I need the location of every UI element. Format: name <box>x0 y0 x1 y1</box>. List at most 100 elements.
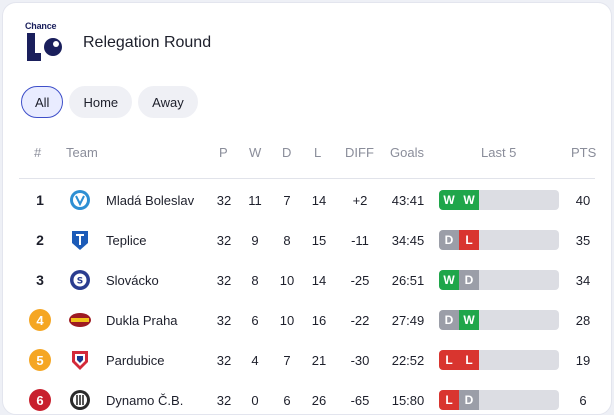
points-value: 35 <box>575 232 591 248</box>
form-result-loss: L <box>439 390 459 410</box>
tab-all[interactable]: All <box>21 86 64 118</box>
won-value: 8 <box>251 272 259 288</box>
form-result-loss: L <box>459 230 479 250</box>
diff-value: -22 <box>350 312 370 328</box>
col-header-lost: L <box>314 145 322 160</box>
goals-value: 27:49 <box>391 312 425 328</box>
col-header-played: P <box>219 145 228 160</box>
form-result-draw: D <box>439 310 459 330</box>
league-logo: Chance <box>25 21 63 65</box>
points-value: 28 <box>575 312 591 328</box>
rank-cell: 6 <box>27 380 53 414</box>
played-value: 32 <box>216 192 232 208</box>
mlada-boleslav-crest-icon <box>70 190 90 210</box>
rank-badge: 5 <box>29 349 51 371</box>
lost-value: 14 <box>311 192 327 208</box>
team-name[interactable]: Slovácko <box>106 272 159 288</box>
diff-value: -30 <box>350 352 370 368</box>
form-result-win: W <box>439 190 459 210</box>
diff-value: -25 <box>350 272 370 288</box>
team-name[interactable]: Pardubice <box>106 352 165 368</box>
drawn-value: 7 <box>283 352 291 368</box>
diff-value: -65 <box>350 392 370 408</box>
form-result-draw: D <box>439 230 459 250</box>
lost-value: 16 <box>311 312 327 328</box>
teplice-crest-icon <box>72 231 88 250</box>
crest-cell <box>67 180 93 220</box>
rank-cell: 2 <box>27 220 53 260</box>
goals-value: 22:52 <box>391 352 425 368</box>
won-value: 9 <box>251 232 259 248</box>
form-result-draw: D <box>459 270 479 290</box>
goals-value: 43:41 <box>391 192 425 208</box>
tab-home[interactable]: Home <box>69 86 133 118</box>
team-name[interactable]: Mladá Boleslav <box>106 192 195 208</box>
dynamo-cb-crest-icon <box>70 390 90 410</box>
lost-value: 21 <box>311 352 327 368</box>
col-header-diff: DIFF <box>345 145 374 160</box>
played-value: 32 <box>216 392 232 408</box>
rank-cell: 5 <box>27 340 53 380</box>
goals-value: 26:51 <box>391 272 425 288</box>
page-title: Relegation Round <box>83 34 212 51</box>
crest-cell <box>67 220 93 260</box>
svg-text:S: S <box>77 277 83 287</box>
drawn-value: 6 <box>283 392 291 408</box>
won-value: 4 <box>251 352 259 368</box>
team-name[interactable]: Dynamo Č.B. <box>106 392 184 408</box>
drawn-value: 10 <box>279 272 295 288</box>
played-value: 32 <box>216 352 232 368</box>
form-result-draw: D <box>459 390 479 410</box>
col-header-won: W <box>249 145 262 160</box>
team-name[interactable]: Dukla Praha <box>106 312 178 328</box>
league-logo-icon <box>27 33 62 61</box>
drawn-value: 8 <box>283 232 291 248</box>
tab-away[interactable]: Away <box>138 86 198 118</box>
goals-value: 15:80 <box>391 392 425 408</box>
header-divider <box>19 178 595 179</box>
lost-value: 14 <box>311 272 327 288</box>
slovacko-crest-icon: S <box>70 270 90 290</box>
filter-tabs: All Home Away <box>21 86 198 118</box>
col-header-goals: Goals <box>390 145 424 160</box>
drawn-value: 10 <box>279 312 295 328</box>
rank-number: 3 <box>36 272 44 288</box>
rank-cell: 1 <box>27 180 53 220</box>
col-header-team: Team <box>66 145 98 160</box>
col-header-points: PTS <box>571 145 597 160</box>
rank-badge: 6 <box>29 389 51 411</box>
diff-value: +2 <box>352 192 368 208</box>
form-result-win: W <box>459 190 479 210</box>
goals-value: 34:45 <box>391 232 425 248</box>
form-result-loss: L <box>439 350 459 370</box>
pardubice-crest-icon <box>72 351 88 370</box>
team-name[interactable]: Teplice <box>106 232 147 248</box>
points-value: 34 <box>575 272 591 288</box>
crest-cell <box>67 380 93 414</box>
form-result-win: W <box>439 270 459 290</box>
dukla-praha-crest-icon <box>69 313 91 327</box>
rank-number: 2 <box>36 232 44 248</box>
won-value: 6 <box>251 312 259 328</box>
crest-cell <box>67 300 93 340</box>
crest-cell <box>67 340 93 380</box>
rank-badge: 4 <box>29 309 51 331</box>
drawn-value: 7 <box>283 192 291 208</box>
logo-text: Chance <box>25 21 57 31</box>
played-value: 32 <box>216 232 232 248</box>
lost-value: 15 <box>311 232 327 248</box>
played-value: 32 <box>216 272 232 288</box>
col-header-rank: # <box>34 145 42 160</box>
